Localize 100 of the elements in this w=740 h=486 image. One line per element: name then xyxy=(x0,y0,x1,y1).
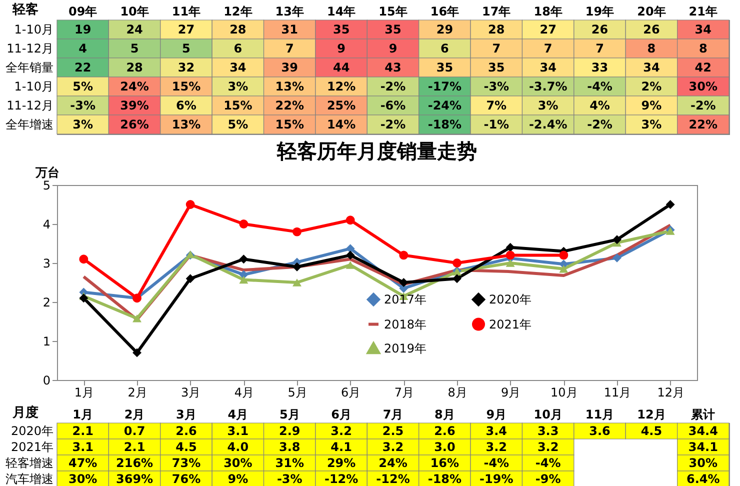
data-label: 32 xyxy=(178,60,195,74)
y-tick-label: 1-10月 xyxy=(14,22,54,36)
data-label: 7 xyxy=(596,42,604,56)
x-tick-label: 11年 xyxy=(172,4,201,18)
data-label: 44 xyxy=(332,60,350,74)
x-tick-label: 6月 xyxy=(331,408,352,422)
x-tick-label: 7月 xyxy=(382,408,404,422)
point xyxy=(79,294,88,303)
y-tick-label: 11-12月 xyxy=(6,98,54,112)
data-label: 22% xyxy=(688,118,718,132)
data-label: 2.9 xyxy=(278,424,300,438)
point xyxy=(79,254,88,264)
data-label: 4.1 xyxy=(330,440,352,454)
data-label: 33 xyxy=(591,60,608,74)
x-tick-label: 15年 xyxy=(378,4,408,18)
data-label: 2.1 xyxy=(72,424,94,438)
data-label: 4.5 xyxy=(640,424,662,438)
data-label: 29% xyxy=(326,456,356,470)
data-label: -3% xyxy=(70,98,96,112)
data-label: 4.0 xyxy=(227,440,249,454)
point xyxy=(239,254,248,264)
data-label: 3% xyxy=(228,80,248,94)
data-label: 6 xyxy=(440,42,449,56)
data-label: 25% xyxy=(326,98,356,112)
data-label: 24% xyxy=(378,456,408,470)
legend-label: 2019年 xyxy=(384,341,427,356)
data-label: 3.1 xyxy=(227,424,249,438)
data-label: 24 xyxy=(126,22,143,36)
data-label: 30% xyxy=(688,80,718,94)
data-label: 5 xyxy=(182,42,190,56)
data-label: -4% xyxy=(484,456,510,470)
y-tick-label: 1-10月 xyxy=(14,80,54,94)
data-label: 31% xyxy=(275,456,304,470)
data-label: 35 xyxy=(384,22,402,36)
point xyxy=(186,200,195,209)
data-label: 73% xyxy=(172,456,201,470)
data-label: 15% xyxy=(172,80,201,94)
x-tick-label: 12年 xyxy=(224,4,252,18)
data-label: 5% xyxy=(228,118,248,132)
legend-label: 2020年 xyxy=(489,292,532,306)
data-label: -4% xyxy=(587,80,612,94)
data-label: -17% xyxy=(428,80,462,94)
x-tick-label: 1月 xyxy=(72,408,94,422)
point xyxy=(186,274,195,284)
x-tick-label: 21年 xyxy=(688,4,718,18)
data-label: 3.6 xyxy=(589,424,610,438)
point xyxy=(132,314,142,322)
data-label: 8 xyxy=(647,42,656,56)
data-label: 13% xyxy=(172,118,201,132)
point xyxy=(612,253,622,262)
x-tick-label: 10月 xyxy=(534,408,562,422)
data-label: 19 xyxy=(74,22,92,36)
data-label: 15% xyxy=(224,98,252,112)
point xyxy=(132,348,142,358)
data-label: 13% xyxy=(275,80,304,94)
data-label: 3.0 xyxy=(434,440,456,454)
data-label: 9% xyxy=(641,98,662,112)
x-tick-label: 4月 xyxy=(234,386,254,400)
data-label: -2% xyxy=(690,98,716,112)
y-axis-title: 月度 xyxy=(12,404,38,420)
data-label: 35 xyxy=(436,60,454,74)
x-tick-label: 3月 xyxy=(176,408,196,422)
data-label: 8 xyxy=(698,42,708,56)
data-label: 6.4% xyxy=(686,472,720,486)
x-tick-label: 6月 xyxy=(341,386,361,400)
point xyxy=(559,264,568,273)
x-tick-label: 8月 xyxy=(448,386,468,400)
point xyxy=(239,276,248,284)
x-tick-label: 09年 xyxy=(68,4,98,18)
data-label: 15% xyxy=(275,118,304,132)
data-label: 29 xyxy=(436,22,454,36)
data-label: 35 xyxy=(332,22,350,36)
data-label: 28 xyxy=(126,60,143,74)
data-label: 6% xyxy=(176,98,196,112)
x-tick-label: 4月 xyxy=(228,408,248,422)
x-tick-label: 2月 xyxy=(124,408,145,422)
data-label: 39% xyxy=(120,98,149,112)
x-tick-label: 5月 xyxy=(279,408,300,422)
point xyxy=(239,220,248,228)
data-label: 2% xyxy=(641,80,662,94)
data-label: 43 xyxy=(384,60,402,74)
x-tick-label: 7月 xyxy=(394,386,414,400)
data-label: 2.5 xyxy=(382,424,404,438)
y-tick-label: 5 xyxy=(42,178,50,192)
data-label: -1% xyxy=(484,118,510,132)
point xyxy=(399,250,408,260)
data-label: 3.8 xyxy=(278,440,300,454)
data-label: -3.7% xyxy=(528,80,568,94)
data-label: 47% xyxy=(68,456,98,470)
data-label: 34.1 xyxy=(688,440,718,454)
data-label: 9% xyxy=(228,472,248,486)
x-tick-label: 8月 xyxy=(434,408,455,422)
data-label: 3.2 xyxy=(330,424,352,438)
data-label: 14% xyxy=(326,118,356,132)
y-axis-title: 万台 xyxy=(34,166,60,180)
data-label: 3.3 xyxy=(537,424,559,438)
data-label: -18% xyxy=(428,472,462,486)
data-label: 22% xyxy=(275,98,304,112)
data-label: 9 xyxy=(337,42,346,56)
x-tick-label: 17年 xyxy=(482,4,511,18)
